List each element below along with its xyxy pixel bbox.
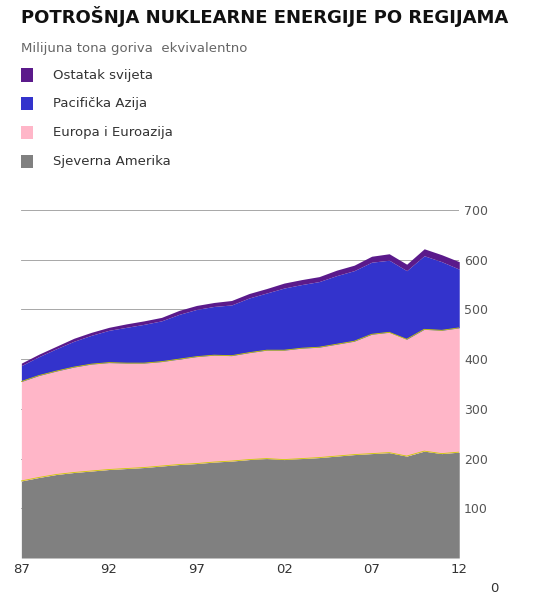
Text: Milijuna tona goriva  ekvivalentno: Milijuna tona goriva ekvivalentno: [21, 42, 248, 55]
Text: Pacifička Azija: Pacifička Azija: [53, 97, 147, 110]
Text: Europa i Euroazija: Europa i Euroazija: [53, 126, 173, 139]
Text: 0: 0: [490, 583, 498, 595]
Text: POTROŠNJA NUKLEARNE ENERGIJE PO REGIJAMA: POTROŠNJA NUKLEARNE ENERGIJE PO REGIJAMA: [21, 6, 508, 27]
Text: Ostatak svijeta: Ostatak svijeta: [53, 68, 153, 82]
Text: Sjeverna Amerika: Sjeverna Amerika: [53, 155, 171, 168]
